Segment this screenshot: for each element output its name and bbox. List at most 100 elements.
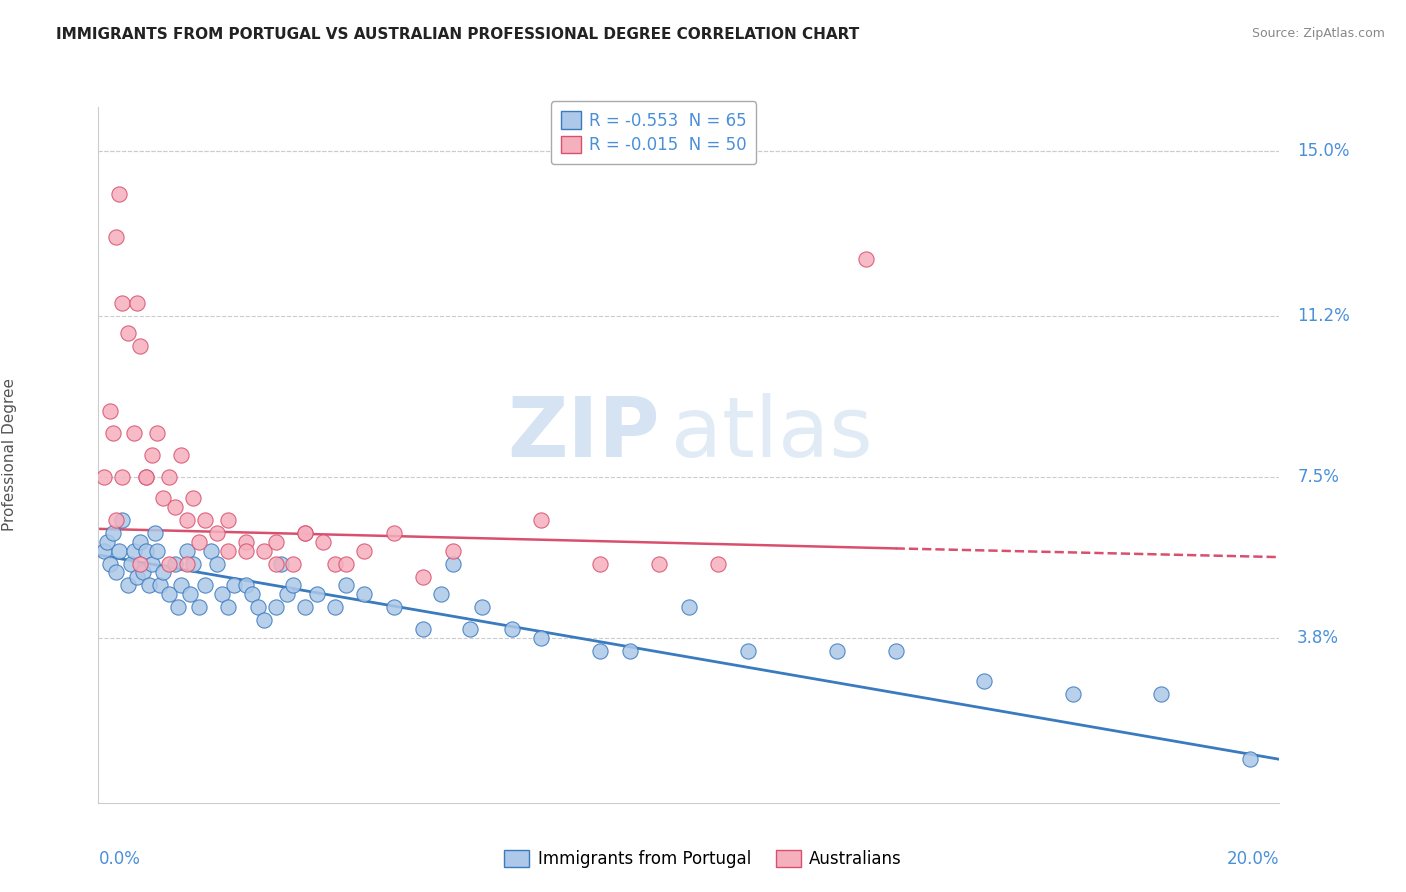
Point <box>501 622 523 636</box>
Point <box>312 534 335 549</box>
Point <box>98 404 121 418</box>
Point <box>108 187 131 202</box>
Point <box>264 600 287 615</box>
Point <box>152 566 174 580</box>
Point <box>205 557 228 571</box>
Point <box>120 557 142 571</box>
Point <box>111 513 134 527</box>
Point <box>648 557 671 571</box>
Point <box>108 543 131 558</box>
Point <box>128 557 150 571</box>
Point <box>143 526 166 541</box>
Point <box>141 448 163 462</box>
Point <box>194 578 217 592</box>
Point <box>105 566 128 580</box>
Point <box>165 557 187 571</box>
Point <box>138 578 160 592</box>
Point <box>128 339 150 353</box>
Point <box>825 643 848 657</box>
Point <box>165 500 187 514</box>
Point <box>125 295 148 310</box>
Point <box>111 295 134 310</box>
Point <box>105 230 128 244</box>
Point <box>353 543 375 558</box>
Text: atlas: atlas <box>671 392 873 474</box>
Point <box>707 557 730 571</box>
Point <box>117 578 139 592</box>
Point <box>973 674 995 689</box>
Text: Professional Degree: Professional Degree <box>3 378 17 532</box>
Point <box>412 570 434 584</box>
Point <box>382 526 405 541</box>
Point <box>176 543 198 558</box>
Point <box>270 557 292 571</box>
Point <box>176 513 198 527</box>
Point <box>460 622 482 636</box>
Point <box>105 513 128 527</box>
Point <box>146 426 169 441</box>
Text: ZIP: ZIP <box>508 392 659 474</box>
Point <box>224 578 246 592</box>
Text: 7.5%: 7.5% <box>1298 467 1339 485</box>
Point <box>235 578 257 592</box>
Point <box>264 534 287 549</box>
Point <box>217 543 239 558</box>
Text: 0.0%: 0.0% <box>98 850 141 868</box>
Point <box>589 557 612 571</box>
Point <box>678 600 700 615</box>
Point <box>181 491 204 506</box>
Point <box>335 557 357 571</box>
Point <box>176 557 198 571</box>
Point <box>149 578 172 592</box>
Point <box>132 566 155 580</box>
Point <box>170 448 193 462</box>
Point <box>283 557 305 571</box>
Point <box>135 469 157 483</box>
Point <box>157 469 180 483</box>
Point <box>1150 687 1173 701</box>
Point <box>211 587 233 601</box>
Point <box>179 587 201 601</box>
Point <box>98 557 121 571</box>
Point <box>128 534 150 549</box>
Point <box>737 643 759 657</box>
Point <box>412 622 434 636</box>
Point <box>240 587 263 601</box>
Point <box>135 469 157 483</box>
Point <box>152 491 174 506</box>
Point <box>187 534 209 549</box>
Point <box>93 469 115 483</box>
Legend: R = -0.553  N = 65, R = -0.015  N = 50: R = -0.553 N = 65, R = -0.015 N = 50 <box>551 102 756 164</box>
Point <box>217 513 239 527</box>
Point <box>884 643 907 657</box>
Point <box>530 631 553 645</box>
Point <box>125 570 148 584</box>
Point <box>1062 687 1084 701</box>
Point <box>855 252 877 267</box>
Point <box>122 543 145 558</box>
Point <box>135 543 157 558</box>
Point <box>205 526 228 541</box>
Point <box>141 557 163 571</box>
Point <box>353 587 375 601</box>
Point <box>170 578 193 592</box>
Point <box>253 613 276 627</box>
Point <box>619 643 641 657</box>
Point <box>441 543 464 558</box>
Text: IMMIGRANTS FROM PORTUGAL VS AUSTRALIAN PROFESSIONAL DEGREE CORRELATION CHART: IMMIGRANTS FROM PORTUGAL VS AUSTRALIAN P… <box>56 27 859 42</box>
Point <box>253 543 276 558</box>
Point <box>103 526 125 541</box>
Text: 15.0%: 15.0% <box>1298 142 1350 160</box>
Point <box>194 513 217 527</box>
Point <box>335 578 357 592</box>
Point <box>589 643 612 657</box>
Point <box>323 600 346 615</box>
Point <box>157 587 180 601</box>
Text: 20.0%: 20.0% <box>1227 850 1279 868</box>
Point <box>103 426 125 441</box>
Point <box>200 543 222 558</box>
Point <box>305 587 328 601</box>
Point <box>283 578 305 592</box>
Point <box>93 543 115 558</box>
Point <box>117 326 139 340</box>
